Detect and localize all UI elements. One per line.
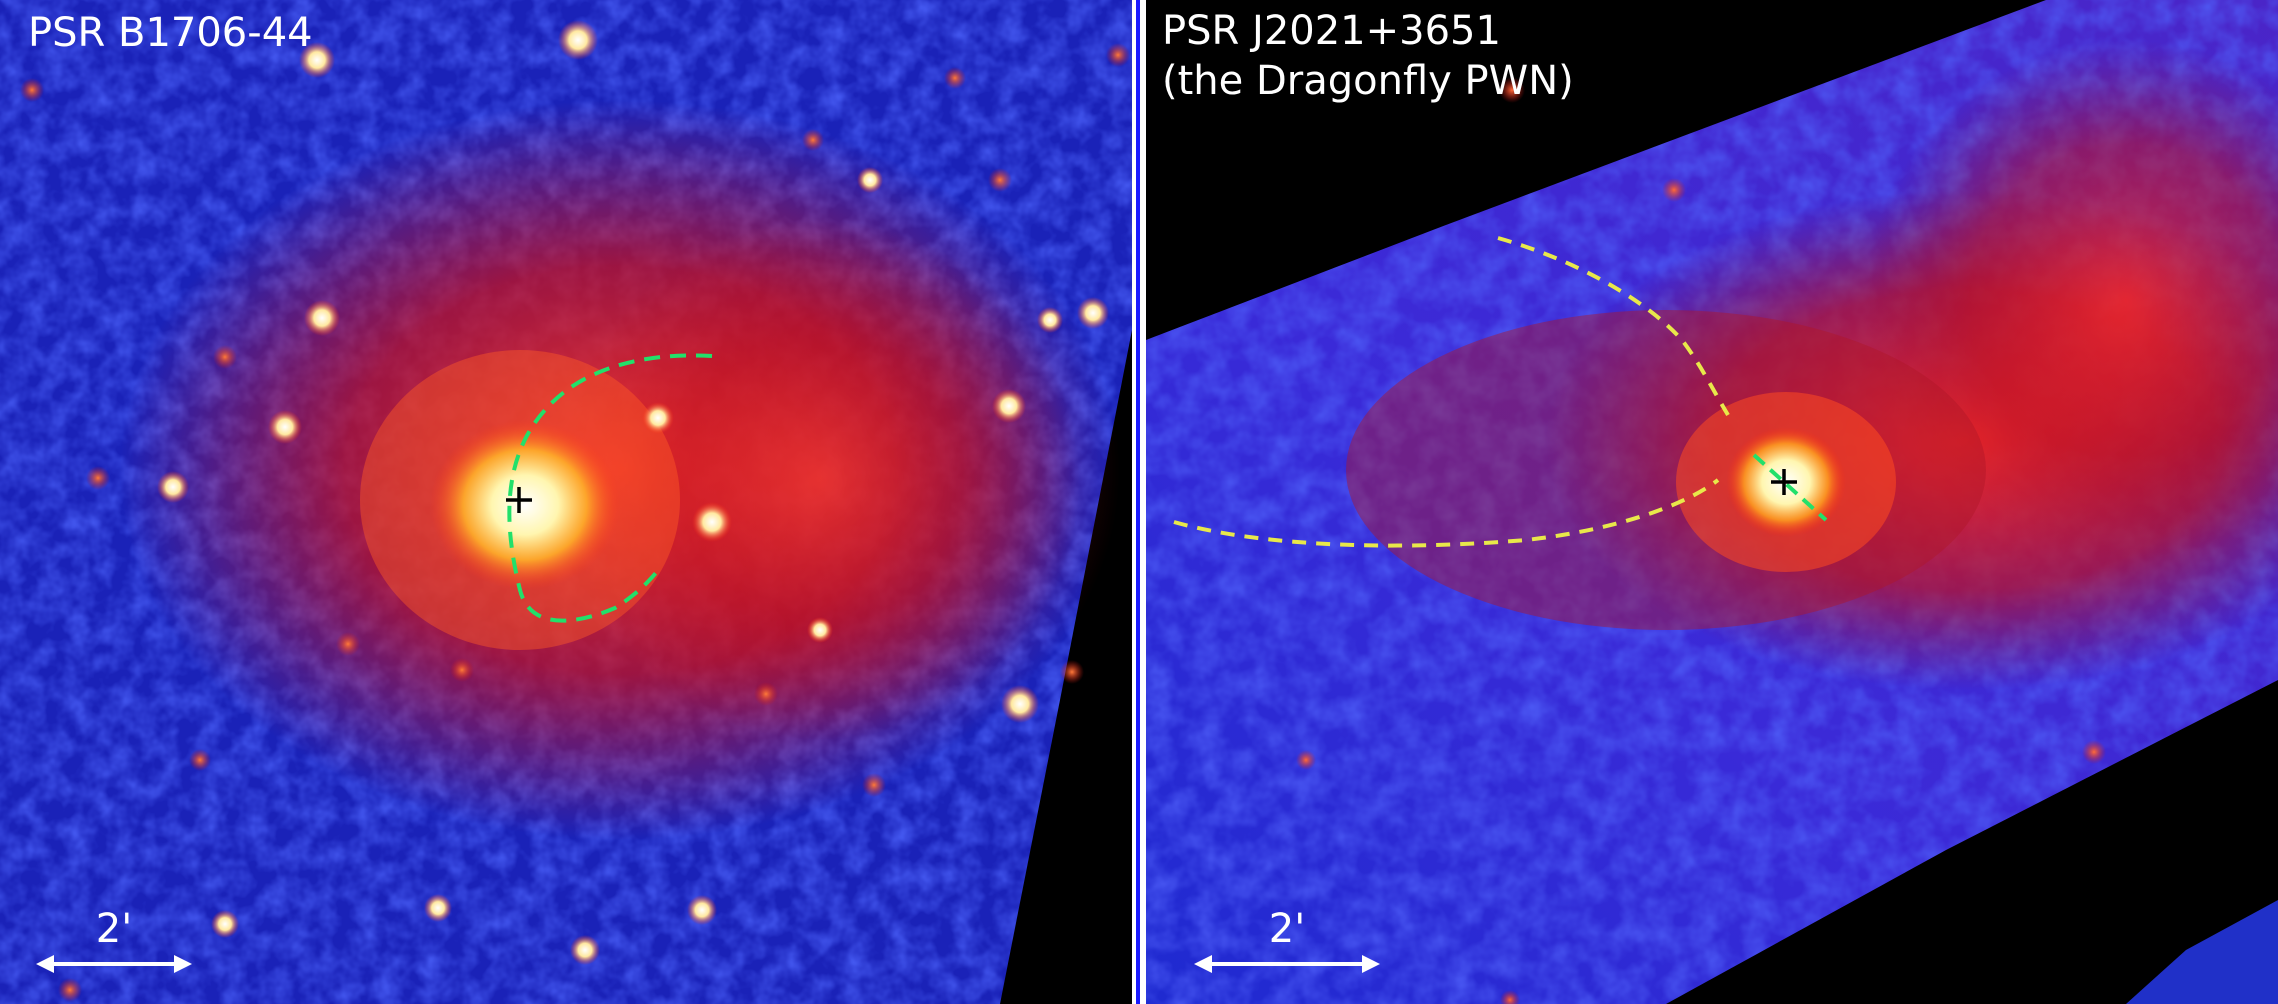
scale-bar-label: 2'	[1268, 906, 1306, 952]
scale-bar: 2'	[1192, 906, 1382, 986]
scale-bar-arrow	[36, 955, 192, 973]
jet-axis-outline	[1752, 453, 1828, 522]
point-sources-left	[20, 20, 1130, 1002]
xray-image-b1706	[0, 0, 1132, 1004]
arc-outline-upper	[1497, 236, 1730, 417]
panel-label: PSR J2021+3651 (the Dragonfly PWN)	[1162, 8, 1574, 104]
panel-divider	[1132, 0, 1146, 1004]
point-sources-right	[1296, 77, 2106, 1004]
pulsar-position-marker	[506, 487, 532, 513]
panel-psr-b1706-44: PSR B1706-44 2'	[0, 0, 1132, 1004]
scale-bar: 2'	[34, 906, 194, 986]
xray-image-dragonfly	[1146, 0, 2278, 1004]
scale-bar-label: 2'	[95, 906, 133, 952]
pulsar-position-marker	[1771, 469, 1797, 495]
panel-label: PSR B1706-44	[28, 10, 313, 56]
scale-bar-arrow	[1194, 955, 1380, 973]
torus-outline	[507, 353, 713, 623]
panel-psr-j2021-3651: PSR J2021+3651 (the Dragonfly PWN) 2'	[1146, 0, 2278, 1004]
